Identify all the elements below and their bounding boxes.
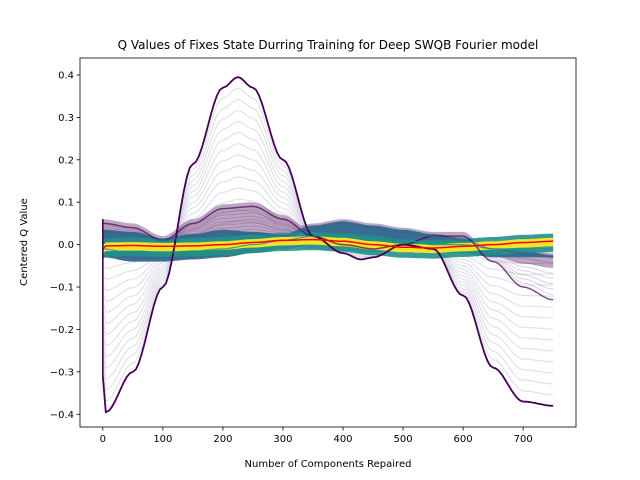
series-line-3: [102, 233, 554, 254]
series-line-2: [102, 222, 554, 258]
y-tick-label: 0.1: [58, 198, 74, 209]
x-tick-label: 0: [100, 434, 106, 445]
y-axis-ticks: −0.4 −0.3 −0.2 −0.1 0.0 0.1 0.2 0.3 0.4: [50, 70, 80, 421]
series-line-0: [101, 76, 554, 414]
y-tick-label: −0.3: [50, 367, 74, 378]
x-tick-label: 500: [394, 434, 413, 445]
x-tick-label: 700: [514, 434, 533, 445]
x-tick-label: 600: [454, 434, 473, 445]
y-tick-label: 0.3: [58, 113, 74, 124]
x-axis-ticks: 0 100 200 300 400 500 600 700: [100, 427, 533, 445]
y-tick-label: 0.4: [58, 70, 74, 81]
y-axis-label: Centered Q Value: [19, 198, 30, 286]
y-tick-label: 0.0: [58, 240, 74, 251]
x-tick-label: 100: [153, 434, 172, 445]
y-tick-label: −0.4: [50, 410, 74, 421]
chart-title: Q Values of Fixes State Durring Training…: [118, 38, 539, 52]
x-axis-label: Number of Components Repaired: [245, 459, 412, 470]
y-tick-label: 0.2: [58, 155, 74, 166]
x-tick-label: 200: [213, 434, 232, 445]
y-tick-label: −0.1: [50, 283, 74, 294]
y-tick-label: −0.2: [50, 325, 74, 336]
x-tick-label: 300: [273, 434, 292, 445]
plot-frame: [79, 57, 577, 428]
series-lines-layer: [101, 76, 554, 414]
series-line-4: [102, 238, 554, 250]
x-tick-label: 400: [333, 434, 352, 445]
